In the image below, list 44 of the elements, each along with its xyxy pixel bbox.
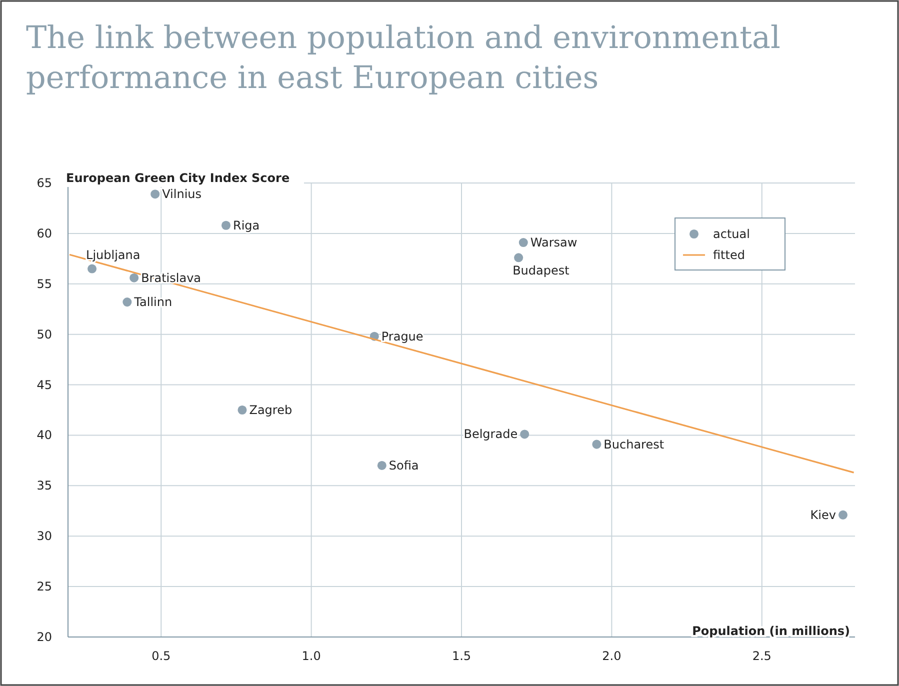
annotation: Kiev: [810, 508, 836, 522]
annotation: Riga: [233, 218, 260, 232]
annotation: Sofia: [388, 458, 419, 472]
y-axis-title: European Green City Index Score: [66, 171, 290, 185]
point: [520, 430, 530, 439]
y-tick-label: 20: [36, 630, 52, 644]
y-tick-label: 60: [36, 226, 52, 240]
x-axis-title: Population (in millions): [692, 624, 850, 638]
point: [122, 298, 132, 307]
annotation: Budapest: [512, 264, 570, 278]
point: [130, 273, 139, 282]
point: [221, 220, 231, 230]
legend-label: fitted: [713, 248, 745, 262]
y-tick-label: 50: [36, 327, 52, 342]
y-tick-label: 25: [36, 580, 52, 594]
point: [838, 510, 848, 520]
annotation: Prague: [381, 329, 424, 344]
y-tick-label: 35: [36, 478, 52, 493]
legend-label: actual: [713, 227, 750, 241]
point: [150, 190, 160, 199]
x-tick-label: 2.5: [752, 649, 772, 663]
x-tick-label: 0.5: [152, 649, 171, 663]
x-tick-label: 2.0: [602, 649, 622, 663]
annotation: Bucharest: [604, 437, 664, 452]
annotation: Belgrade: [464, 427, 518, 442]
y-tick-label: 30: [36, 529, 52, 544]
y-tick-label: 40: [36, 428, 52, 442]
annotation: Vilnius: [162, 187, 202, 202]
y-tick-label: 55: [36, 276, 52, 291]
annotation: Zagreb: [249, 403, 292, 417]
annotation: Ljubljana: [86, 248, 140, 262]
point: [377, 460, 386, 470]
point: [518, 238, 528, 248]
y-tick-label: 65: [36, 176, 52, 190]
point: [238, 405, 247, 415]
y-tick-label: 45: [36, 378, 52, 392]
annotation: Warsaw: [530, 236, 578, 250]
chart-title: The link between population and environmental performance in east European cities: [26, 20, 780, 96]
point: [592, 440, 602, 449]
x-tick-label: 1.0: [302, 649, 321, 663]
annotation: Tallinn: [133, 295, 172, 310]
x-tick-label: 1.5: [452, 649, 472, 663]
point: [88, 264, 97, 274]
point: [514, 253, 524, 262]
